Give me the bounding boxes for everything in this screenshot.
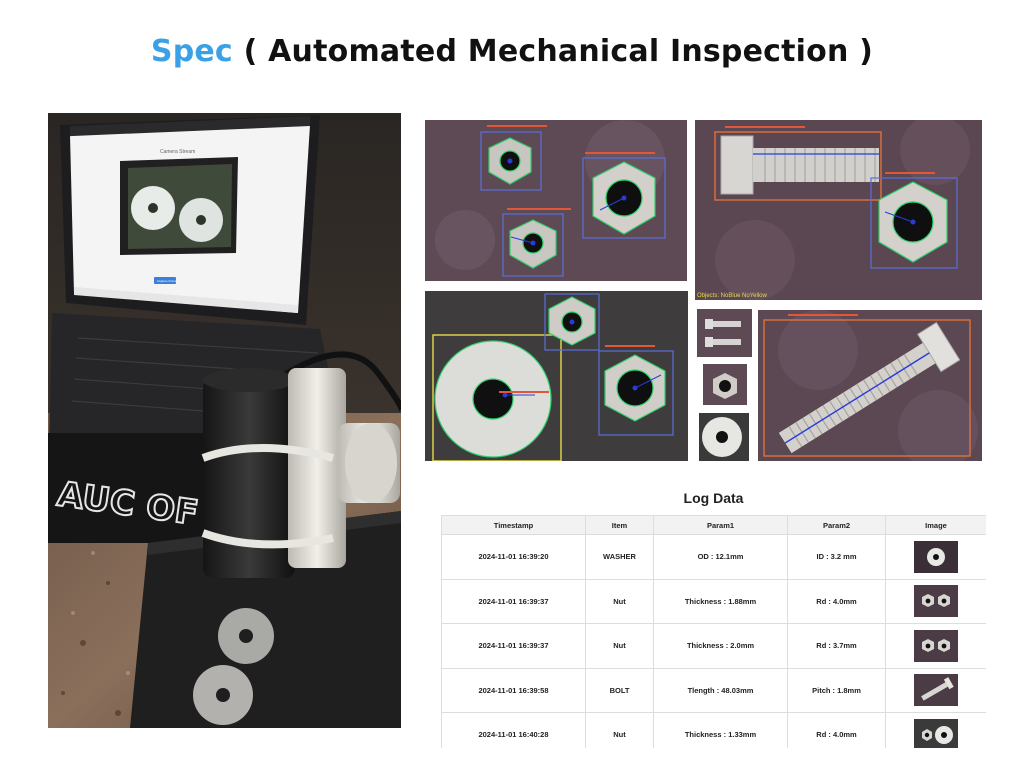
cell-param2: Rd : 4.0mm xyxy=(787,712,886,748)
log-table: Timestamp Item Param1 Param2 Image 2024-… xyxy=(441,515,986,748)
cell-timestamp: 2024-11-01 16:39:20 xyxy=(441,534,586,580)
cell-param2: Rd : 4.0mm xyxy=(787,578,886,624)
nut-washer-thumbnail[interactable] xyxy=(914,718,958,748)
detection-panel-washer-nuts xyxy=(425,291,688,461)
page-subtitle: ( Automated Mechanical Inspection ) xyxy=(243,34,874,69)
log-header-row: Timestamp Item Param1 Param2 Image xyxy=(441,515,986,535)
cell-param1: Thickness : 2.0mm xyxy=(653,623,788,669)
log-table-container: Timestamp Item Param1 Param2 Image 2024-… xyxy=(441,515,986,748)
two-nuts-thumbnail[interactable] xyxy=(914,629,958,662)
setup-photo: Camera Stream Capture Frame AUC OF xyxy=(48,113,401,728)
cell-image xyxy=(885,623,986,669)
table-row: 2024-11-01 16:39:37 Nut Thickness : 1.88… xyxy=(441,578,986,624)
cell-timestamp: 2024-11-01 16:40:28 xyxy=(441,712,586,748)
page-title: Spec ( Automated Mechanical Inspection ) xyxy=(0,34,1024,69)
capture-button: Capture Frame xyxy=(157,279,178,283)
col-image: Image xyxy=(885,515,986,535)
cell-param2: Rd : 3.7mm xyxy=(787,623,886,669)
cell-image xyxy=(885,712,986,748)
detection-panel-bolt-nut: Objects: NoBlue NoYellow xyxy=(695,120,982,300)
table-row: 2024-11-01 16:39:58 BOLT Tlength : 48.03… xyxy=(441,667,986,713)
bolt-thumbnail[interactable] xyxy=(914,674,958,707)
washer-thumbnail[interactable] xyxy=(914,540,958,573)
table-row: 2024-11-01 16:39:20 WASHER OD : 12.1mm I… xyxy=(441,534,986,580)
cell-param1: Thickness : 1.88mm xyxy=(653,578,788,624)
log-title: Log Data xyxy=(683,490,744,506)
cell-item: Nut xyxy=(585,623,654,669)
cell-param2: Pitch : 1.8mm xyxy=(787,667,886,713)
table-row: 2024-11-01 16:39:37 Nut Thickness : 2.0m… xyxy=(441,623,986,669)
cell-timestamp: 2024-11-01 16:39:58 xyxy=(441,667,586,713)
col-item: Item xyxy=(585,515,654,535)
cell-param1: OD : 12.1mm xyxy=(653,534,788,580)
detection-panel-long-bolt xyxy=(758,310,982,461)
cell-timestamp: 2024-11-01 16:39:37 xyxy=(441,623,586,669)
detection-panel-nuts xyxy=(425,120,687,281)
table-row: 2024-11-01 16:40:28 Nut Thickness : 1.33… xyxy=(441,712,986,748)
cell-item: WASHER xyxy=(585,534,654,580)
col-param2: Param2 xyxy=(787,515,886,535)
panel2-objects-label: Objects: NoBlue NoYellow xyxy=(697,293,767,299)
col-timestamp: Timestamp xyxy=(441,515,586,535)
cell-image xyxy=(885,667,986,713)
screen-title: Camera Stream xyxy=(160,149,195,155)
cell-param1: Tlength : 48.03mm xyxy=(653,667,788,713)
cell-item: Nut xyxy=(585,578,654,624)
cell-timestamp: 2024-11-01 16:39:37 xyxy=(441,578,586,624)
two-nuts-thumbnail[interactable] xyxy=(914,585,958,618)
cell-param1: Thickness : 1.33mm xyxy=(653,712,788,748)
cell-image xyxy=(885,534,986,580)
cell-param2: ID : 3.2 mm xyxy=(787,534,886,580)
cell-item: BOLT xyxy=(585,667,654,713)
cell-item: Nut xyxy=(585,712,654,748)
col-param1: Param1 xyxy=(653,515,788,535)
cell-image xyxy=(885,578,986,624)
detection-panel-thumbnails xyxy=(697,309,752,461)
brand-name: Spec xyxy=(150,34,233,69)
